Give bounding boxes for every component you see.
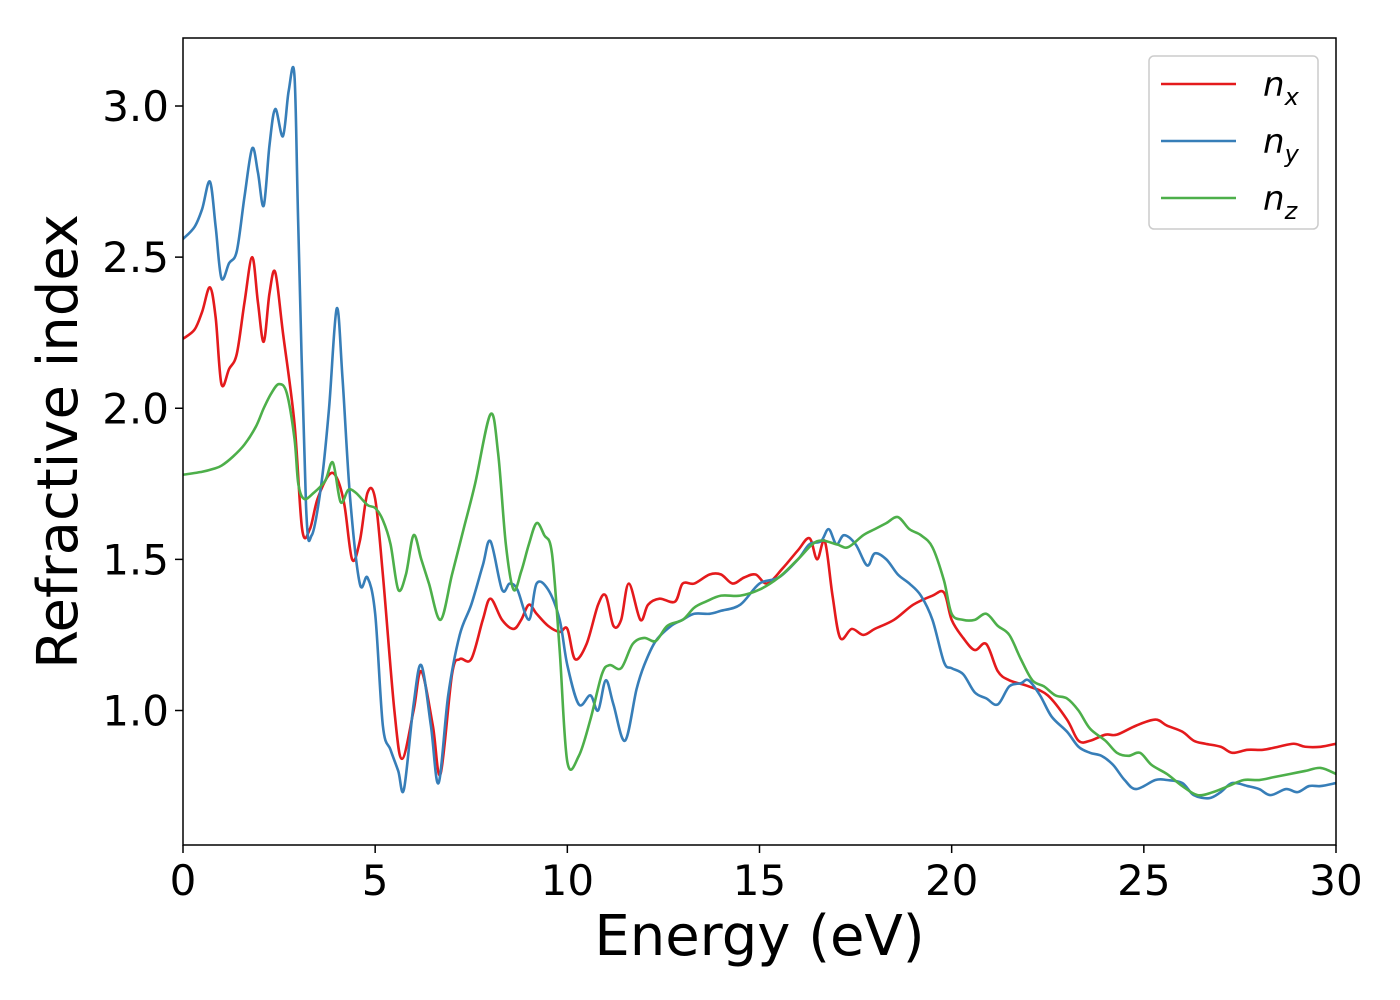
legend-box: [1148, 55, 1319, 230]
y-tick-label: 1.0: [102, 687, 169, 736]
series-layer: [183, 65, 1336, 800]
x-tick-label: 15: [733, 856, 786, 905]
x-axis-label: Energy (eV): [594, 904, 924, 969]
x-tick-label: 10: [541, 856, 594, 905]
axis-layer: 0 5 10 15 20 25 30 1.0 1.5 2.0 2.5 3.0: [102, 82, 1363, 905]
legend: nx ny nz: [1148, 55, 1319, 230]
y-tick-label: 1.5: [102, 535, 169, 584]
legend-label-n-y: ny: [1263, 122, 1300, 168]
y-axis-label: Refractive index: [26, 214, 91, 669]
x-tick-label: 20: [925, 856, 978, 905]
x-tick-label: 30: [1309, 856, 1362, 905]
x-tick-label: 5: [362, 856, 389, 905]
x-tick-label: 25: [1117, 856, 1170, 905]
legend-label-n-x: nx: [1263, 65, 1300, 111]
y-tick-label: 2.5: [102, 233, 169, 282]
x-tick-label: 0: [170, 856, 197, 905]
y-tick-label: 2.0: [102, 384, 169, 433]
legend-label-n-z: nz: [1263, 179, 1299, 225]
y-tick-label: 3.0: [102, 82, 169, 131]
series-line-n-z: [183, 382, 1336, 797]
plot-frame: [182, 37, 1337, 846]
series-line-n-x: [183, 255, 1336, 777]
